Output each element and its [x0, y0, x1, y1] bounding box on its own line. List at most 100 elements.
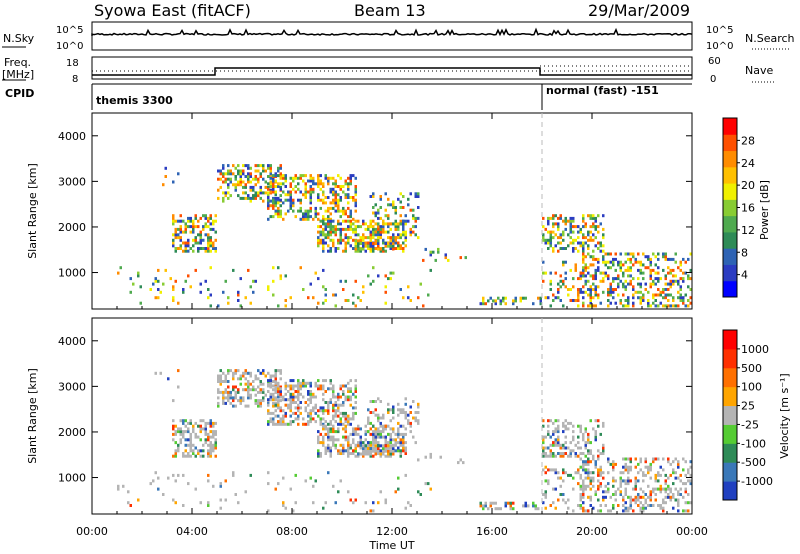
backscatter-cell	[667, 304, 670, 308]
backscatter-cell	[319, 420, 322, 424]
backscatter-cell	[332, 430, 335, 434]
backscatter-cell	[307, 398, 310, 402]
backscatter-cell	[532, 504, 535, 508]
backscatter-cell	[207, 249, 210, 253]
backscatter-cell	[387, 449, 390, 453]
backscatter-cell	[214, 230, 217, 234]
backscatter-cell	[184, 443, 187, 447]
backscatter-cell	[269, 374, 272, 378]
backscatter-cell	[289, 198, 292, 202]
backscatter-cell	[674, 471, 677, 475]
backscatter-cell	[592, 288, 595, 291]
backscatter-cell	[362, 236, 365, 240]
backscatter-cell	[222, 175, 225, 178]
backscatter-cell	[184, 430, 187, 434]
backscatter-cell	[177, 301, 180, 305]
backscatter-cell	[637, 504, 640, 507]
backscatter-cell	[379, 416, 382, 420]
backscatter-cell	[289, 403, 292, 407]
backscatter-cell	[524, 501, 527, 505]
velocity-data-points	[117, 369, 692, 513]
backscatter-cell	[364, 424, 367, 428]
backscatter-cell	[664, 490, 667, 494]
backscatter-cell	[349, 196, 352, 199]
backscatter-cell	[547, 446, 550, 450]
backscatter-cell	[379, 444, 382, 448]
backscatter-cell	[384, 449, 387, 453]
backscatter-cell	[159, 290, 162, 294]
backscatter-cell	[217, 401, 220, 405]
backscatter-cell	[577, 236, 580, 240]
backscatter-cell	[267, 409, 270, 413]
backscatter-cell	[664, 252, 667, 256]
backscatter-cell	[239, 183, 242, 187]
backscatter-cell	[254, 164, 257, 168]
backscatter-cell	[289, 185, 292, 188]
backscatter-cell	[244, 196, 247, 200]
backscatter-cell	[569, 288, 572, 291]
backscatter-cell	[492, 501, 495, 505]
backscatter-cell	[352, 247, 355, 250]
backscatter-cell	[332, 198, 335, 202]
backscatter-cell	[372, 242, 375, 245]
backscatter-cell	[402, 225, 405, 229]
backscatter-cell	[539, 296, 542, 300]
backscatter-cell	[339, 215, 342, 219]
backscatter-cell	[352, 452, 355, 455]
backscatter-cell	[582, 255, 585, 259]
backscatter-cell	[189, 247, 192, 250]
backscatter-cell	[652, 460, 655, 464]
backscatter-cell	[349, 443, 352, 447]
backscatter-cell	[174, 230, 177, 234]
backscatter-cell	[327, 406, 330, 410]
noise-right-label: N.Search	[745, 32, 795, 45]
backscatter-cell	[179, 427, 182, 431]
backscatter-cell	[639, 290, 642, 294]
backscatter-cell	[322, 249, 325, 253]
backscatter-cell	[639, 487, 642, 491]
backscatter-cell	[399, 432, 402, 436]
backscatter-cell	[352, 174, 355, 178]
backscatter-cell	[294, 473, 297, 477]
backscatter-cell	[217, 169, 220, 173]
backscatter-cell	[614, 257, 617, 261]
backscatter-cell	[609, 509, 612, 513]
backscatter-cell	[204, 247, 207, 250]
backscatter-cell	[377, 244, 380, 248]
backscatter-cell	[284, 411, 287, 415]
backscatter-cell	[359, 236, 362, 240]
backscatter-cell	[184, 249, 187, 253]
backscatter-cell	[624, 468, 627, 472]
backscatter-cell	[329, 398, 332, 402]
backscatter-cell	[282, 414, 285, 418]
backscatter-cell	[589, 299, 592, 302]
backscatter-cell	[392, 244, 395, 248]
backscatter-cell	[327, 432, 330, 436]
backscatter-cell	[277, 201, 280, 205]
backscatter-cell	[267, 196, 270, 199]
backscatter-cell	[334, 247, 337, 250]
backscatter-cell	[347, 196, 350, 199]
y-tick-label: 4000	[58, 335, 86, 348]
backscatter-cell	[654, 271, 657, 275]
backscatter-cell	[154, 296, 157, 300]
backscatter-cell	[687, 299, 690, 302]
backscatter-cell	[172, 238, 175, 242]
backscatter-cell	[367, 227, 370, 231]
backscatter-cell	[599, 509, 602, 513]
freq-label-2: [MHz]	[2, 68, 34, 81]
backscatter-cell	[594, 257, 597, 261]
backscatter-cell	[622, 274, 625, 278]
backscatter-cell	[599, 468, 602, 472]
backscatter-cell	[224, 172, 227, 176]
backscatter-cell	[569, 230, 572, 234]
backscatter-cell	[399, 411, 402, 414]
backscatter-cell	[237, 172, 240, 176]
backscatter-cell	[397, 227, 400, 231]
backscatter-cell	[667, 293, 670, 297]
backscatter-cell	[559, 443, 562, 447]
backscatter-cell	[257, 194, 260, 198]
backscatter-cell	[617, 274, 620, 278]
